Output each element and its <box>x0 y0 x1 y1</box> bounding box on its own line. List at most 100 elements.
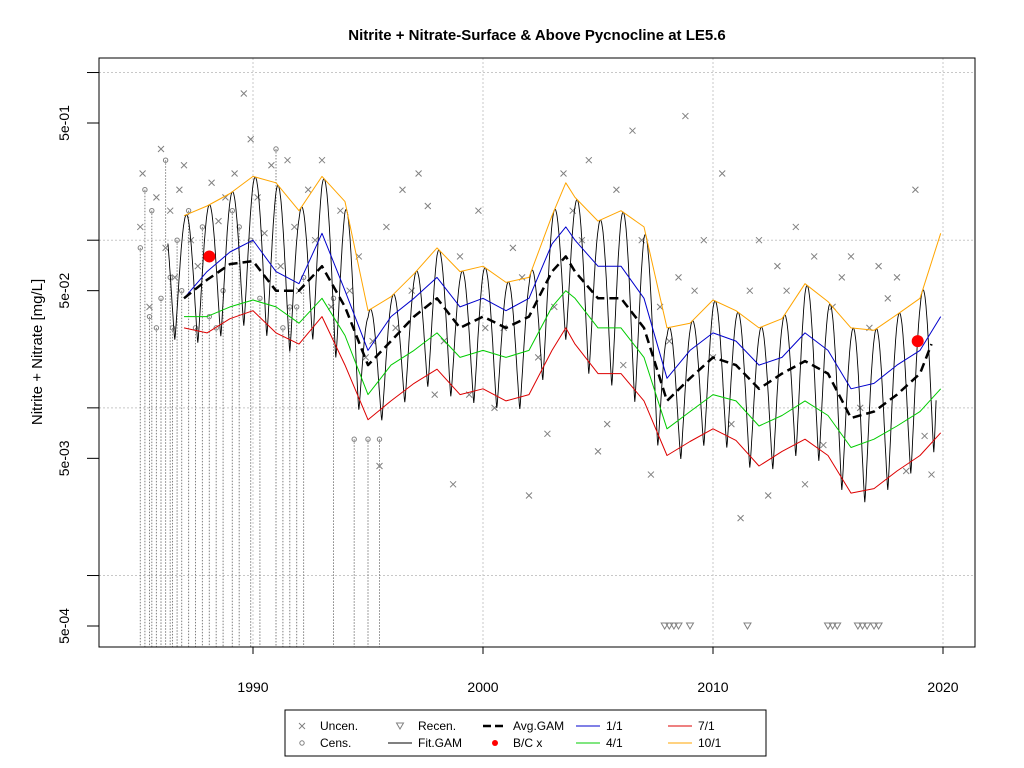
legend-label: 10/1 <box>698 736 722 750</box>
uncensored-point <box>284 156 291 164</box>
censored-point <box>153 325 160 331</box>
censored-point <box>142 187 148 193</box>
censored-point <box>287 304 293 310</box>
avg-gam-line <box>183 255 933 420</box>
legend-symbol-triangle <box>395 722 405 730</box>
uncensored-point <box>718 170 726 177</box>
legend: Uncen. Cens. Recen. Fit.GAM Avg.GAM B/C x 1/1 4… <box>284 709 767 757</box>
uncensored-point <box>675 274 682 281</box>
legend-label: Uncen. <box>320 719 358 733</box>
uncensored-point <box>838 274 846 281</box>
y-tick-label: 5e-03 <box>56 440 72 476</box>
uncensored-point <box>162 244 169 252</box>
x-tick-label: 2000 <box>467 679 498 695</box>
censored-point <box>174 237 180 243</box>
quantile-4-1-line <box>184 290 942 448</box>
recensored-point <box>869 622 879 630</box>
uncensored-point <box>550 303 558 311</box>
censored-point <box>137 245 144 251</box>
uncensored-point <box>603 420 611 428</box>
uncensored-point <box>247 135 255 143</box>
uncensored-point <box>764 492 772 499</box>
uncensored-point <box>682 112 689 120</box>
uncensored-point <box>700 236 708 244</box>
legend-label: Recen. <box>418 719 456 733</box>
recensored-point <box>832 622 842 630</box>
uncensored-point <box>304 186 312 194</box>
plot-frame <box>98 57 976 648</box>
axes: 1990 2000 2010 2020 5e-04 5e-03 5e-02 5e-01 <box>56 72 959 695</box>
uncensored-point <box>240 90 248 97</box>
uncensored-point <box>231 170 238 177</box>
uncensored-point <box>629 127 636 135</box>
censored-point <box>169 325 176 331</box>
recensored-point <box>669 622 679 630</box>
quantile-1-1-line <box>183 226 942 390</box>
baseline-current-point <box>911 335 924 348</box>
uncensored-point <box>875 262 882 270</box>
y-tick-label: 5e-04 <box>56 608 72 644</box>
uncensored-point <box>481 324 489 332</box>
recensored-point <box>685 622 695 630</box>
uncensored-point <box>291 223 298 231</box>
censored-point <box>162 157 169 163</box>
uncensored-point <box>139 170 146 177</box>
legend-item-bc: B/C x <box>492 736 542 750</box>
recensored-point <box>858 622 867 630</box>
recensored-point <box>862 622 872 630</box>
x-tick-label: 2010 <box>697 679 728 695</box>
uncensored-point <box>180 161 188 169</box>
legend-label: B/C x <box>513 736 542 750</box>
legend-symbol-x <box>298 722 306 730</box>
uncensored-point <box>509 244 517 252</box>
censored-point <box>158 295 164 302</box>
uncensored-point <box>268 161 275 169</box>
uncensored-point <box>746 287 754 295</box>
uncensored-point <box>157 145 165 153</box>
recensored-point <box>743 622 752 630</box>
legend-item-recen: Recen. <box>395 719 456 733</box>
censored-range-lines <box>139 148 380 647</box>
uncensored-point <box>525 492 533 499</box>
legend-item-q10: 10/1 <box>668 736 722 750</box>
censored-point <box>179 287 185 294</box>
uncensored-point <box>171 274 179 281</box>
uncensored-point <box>928 471 935 478</box>
uncensored-point <box>318 156 326 164</box>
uncensored-point <box>440 337 448 345</box>
legend-item-q1: 1/1 <box>576 719 623 733</box>
uncensored-point <box>449 480 457 488</box>
uncensored-point <box>166 207 174 215</box>
quantile-7-1-line <box>183 310 942 494</box>
uncensored-point <box>392 324 399 332</box>
uncensored-point <box>921 432 928 440</box>
fit-gam-line <box>167 176 937 503</box>
uncensored-point <box>346 287 353 295</box>
uncensored-point <box>277 262 284 270</box>
censored-point <box>294 304 300 310</box>
uncensored-point <box>737 514 744 522</box>
legend-label: Fit.GAM <box>418 736 462 750</box>
uncensored-point <box>475 207 482 215</box>
uncensored-point <box>613 186 620 194</box>
uncensored-point <box>534 354 542 361</box>
uncensored-point <box>884 294 892 302</box>
uncensored-point <box>902 467 910 475</box>
uncensored-point <box>254 194 261 201</box>
censored-point <box>236 224 242 230</box>
recensored-point <box>823 622 833 630</box>
legend-item-q4: 4/1 <box>576 736 623 750</box>
uncensored-point <box>783 287 790 295</box>
legend-item-cens: Cens. <box>299 736 351 750</box>
quantile-10-1-line <box>183 175 942 331</box>
legend-item-q7: 7/1 <box>668 719 715 733</box>
censored-point <box>365 436 371 442</box>
chart-title: Nitrite + Nitrate-Surface & Above Pycnoc… <box>348 27 725 44</box>
uncensored-point <box>153 194 160 201</box>
legend-label: 7/1 <box>698 719 715 733</box>
legend-item-fit: Fit.GAM <box>388 736 462 750</box>
censored-point <box>280 325 286 331</box>
y-axis-label: Nitrite + Nitrate [mg/L] <box>29 279 46 425</box>
recensored-point <box>674 622 683 630</box>
